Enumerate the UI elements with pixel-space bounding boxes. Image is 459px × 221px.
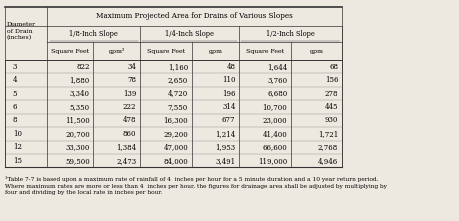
Text: 930: 930 — [324, 116, 337, 124]
Text: 6,680: 6,680 — [266, 90, 286, 98]
Text: 5: 5 — [13, 90, 17, 98]
Text: Maximum Projected Area for Drains of Various Slopes: Maximum Projected Area for Drains of Var… — [96, 12, 292, 20]
Text: 1,214: 1,214 — [215, 130, 235, 138]
Text: 822: 822 — [76, 63, 90, 71]
Text: Square Feet: Square Feet — [146, 49, 185, 54]
Text: 1/4-Inch Slope: 1/4-Inch Slope — [165, 30, 213, 38]
Text: 48: 48 — [226, 63, 235, 71]
Text: 3,491: 3,491 — [215, 157, 235, 165]
Text: 15: 15 — [13, 157, 22, 165]
Text: 1/8-Inch Slope: 1/8-Inch Slope — [69, 30, 118, 38]
Text: gpm: gpm — [309, 49, 323, 54]
Text: 278: 278 — [324, 90, 337, 98]
Text: 23,000: 23,000 — [262, 116, 286, 124]
Text: 8: 8 — [13, 116, 17, 124]
Text: 2,473: 2,473 — [116, 157, 136, 165]
Text: 10: 10 — [13, 130, 22, 138]
Text: 84,000: 84,000 — [163, 157, 188, 165]
Text: 6: 6 — [13, 103, 17, 111]
Text: gpm: gpm — [208, 49, 222, 54]
Text: 41,400: 41,400 — [262, 130, 286, 138]
Text: 110: 110 — [221, 76, 235, 84]
Text: 4,720: 4,720 — [168, 90, 188, 98]
Text: 314: 314 — [222, 103, 235, 111]
Text: 59,500: 59,500 — [65, 157, 90, 165]
Text: 12: 12 — [13, 143, 22, 151]
Text: 677: 677 — [221, 116, 235, 124]
Text: 66,600: 66,600 — [262, 143, 286, 151]
Text: 16,300: 16,300 — [163, 116, 188, 124]
Text: 1,721: 1,721 — [317, 130, 337, 138]
Text: 860: 860 — [123, 130, 136, 138]
Text: ¹Table 7-7 is based upon a maximum rate of rainfall of 4  inches per hour for a : ¹Table 7-7 is based upon a maximum rate … — [5, 176, 386, 195]
Text: 445: 445 — [324, 103, 337, 111]
Text: 156: 156 — [324, 76, 337, 84]
Text: 1/2-Inch Slope: 1/2-Inch Slope — [265, 30, 314, 38]
Text: Square Feet: Square Feet — [51, 49, 90, 54]
Text: 78: 78 — [127, 76, 136, 84]
Text: 1,880: 1,880 — [69, 76, 90, 84]
Text: 2,768: 2,768 — [317, 143, 337, 151]
Text: 68: 68 — [329, 63, 337, 71]
Text: 3,340: 3,340 — [70, 90, 90, 98]
Text: 20,700: 20,700 — [65, 130, 90, 138]
Text: 1,384: 1,384 — [116, 143, 136, 151]
Text: 3,760: 3,760 — [267, 76, 286, 84]
Text: 47,000: 47,000 — [163, 143, 188, 151]
Text: 34: 34 — [127, 63, 136, 71]
Text: 1,160: 1,160 — [168, 63, 188, 71]
Text: 4,946: 4,946 — [317, 157, 337, 165]
Text: Square Feet: Square Feet — [246, 49, 283, 54]
Text: Diameter
of Drain
(inches): Diameter of Drain (inches) — [7, 22, 36, 40]
Text: 29,200: 29,200 — [163, 130, 188, 138]
Text: 222: 222 — [123, 103, 136, 111]
Text: 4: 4 — [13, 76, 17, 84]
Text: 5,350: 5,350 — [69, 103, 90, 111]
Text: 33,300: 33,300 — [65, 143, 90, 151]
Text: 1,953: 1,953 — [215, 143, 235, 151]
Text: 2,650: 2,650 — [168, 76, 188, 84]
Text: 3: 3 — [13, 63, 17, 71]
Text: 196: 196 — [221, 90, 235, 98]
Text: 478: 478 — [123, 116, 136, 124]
Text: 119,000: 119,000 — [257, 157, 286, 165]
Text: 1,644: 1,644 — [266, 63, 286, 71]
Text: 7,550: 7,550 — [168, 103, 188, 111]
Text: gpm²: gpm² — [108, 48, 124, 54]
Text: 10,700: 10,700 — [262, 103, 286, 111]
Text: 139: 139 — [123, 90, 136, 98]
Text: 11,500: 11,500 — [65, 116, 90, 124]
